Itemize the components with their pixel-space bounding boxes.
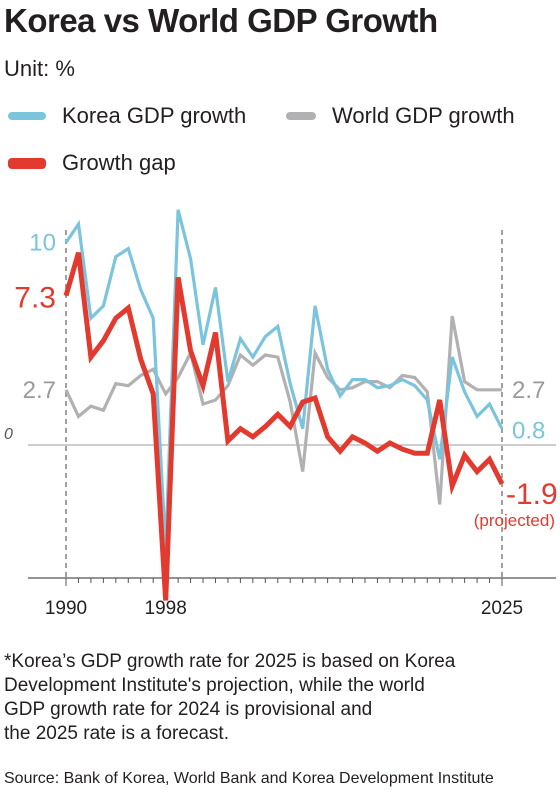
zero-label: 0 (4, 426, 13, 443)
footnote-line: GDP growth rate for 2024 is provisional … (4, 699, 373, 720)
legend-label-korea: Korea GDP growth (62, 103, 247, 128)
world-start-label: 2.7 (23, 377, 56, 404)
chart: 0 1990 1998 2025 10 2.7 7.3 2.7 0.8 -1.9(project… (4, 209, 558, 619)
footnote-line: the 2025 rate is a forecast. (4, 723, 229, 744)
gap-end-sublabel: (projected) (474, 511, 555, 530)
footnote: *Korea’s GDP growth rate for 2025 is bas… (4, 650, 544, 746)
footnote-line: *Korea’s GDP growth rate for 2025 is bas… (4, 651, 456, 672)
legend-label-gap: Growth gap (62, 150, 176, 175)
world-end-label: 2.7 (512, 377, 545, 404)
label-layer: 10 2.7 7.3 2.7 0.8 -1.9(projected) (14, 230, 557, 530)
legend-korea: Korea GDP growth (8, 103, 246, 129)
x-tick-label: 2025 (481, 598, 523, 619)
series-layer (63, 209, 505, 601)
legend-label-world: World GDP growth (332, 103, 515, 128)
legend-swatch-korea (8, 112, 46, 120)
legend-world: World GDP growth (286, 103, 515, 129)
x-tick-label: 1998 (145, 598, 187, 619)
gap-start-label: 7.3 (14, 282, 56, 315)
gap-line (63, 252, 505, 601)
legend-swatch-gap (8, 157, 46, 169)
gap-end-label: -1.9 (506, 478, 558, 511)
chart-title: Korea vs World GDP Growth (4, 2, 438, 39)
footnote-line: Development Institute's projection, whil… (4, 675, 425, 696)
korea-line (64, 209, 504, 550)
korea-start-label: 10 (29, 230, 56, 257)
korea-end-label: 0.8 (512, 418, 545, 445)
x-tick-label: 1990 (45, 598, 87, 619)
unit-label: Unit: % (4, 56, 75, 81)
axes-layer: 0 1990 1998 2025 (4, 230, 556, 619)
source-note: Source: Bank of Korea, World Bank and Ko… (4, 770, 494, 787)
legend-gap: Growth gap (8, 150, 176, 176)
legend-swatch-world (286, 112, 316, 120)
